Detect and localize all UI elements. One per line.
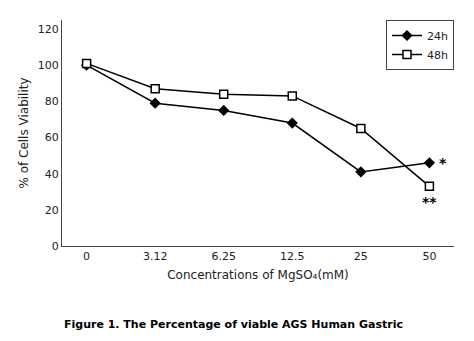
svg-text:0: 0 [83, 250, 90, 263]
svg-text:80: 80 [45, 95, 59, 108]
svg-text:12.5: 12.5 [280, 250, 305, 263]
svg-text:120: 120 [38, 23, 59, 36]
svg-text:100: 100 [38, 59, 59, 72]
svg-text:3.12: 3.12 [143, 250, 168, 263]
svg-text:50: 50 [422, 250, 436, 263]
svg-text:24h: 24h [427, 30, 448, 43]
svg-text:Concentrations of MgSO₄(mM): Concentrations of MgSO₄(mM) [167, 268, 349, 282]
svg-text:**: ** [422, 194, 437, 210]
svg-text:48h: 48h [427, 49, 448, 62]
svg-text:20: 20 [45, 204, 59, 217]
svg-text:0: 0 [52, 240, 59, 253]
svg-text:60: 60 [45, 131, 59, 144]
svg-text:40: 40 [45, 168, 59, 181]
svg-text:*: * [439, 155, 447, 171]
svg-text:25: 25 [354, 250, 368, 263]
svg-text:% of Cells Viability: % of Cells Viability [17, 77, 31, 188]
svg-text:6.25: 6.25 [211, 250, 236, 263]
svg-text:Figure 1. The Percentage of vi: Figure 1. The Percentage of viable AGS H… [64, 318, 403, 331]
